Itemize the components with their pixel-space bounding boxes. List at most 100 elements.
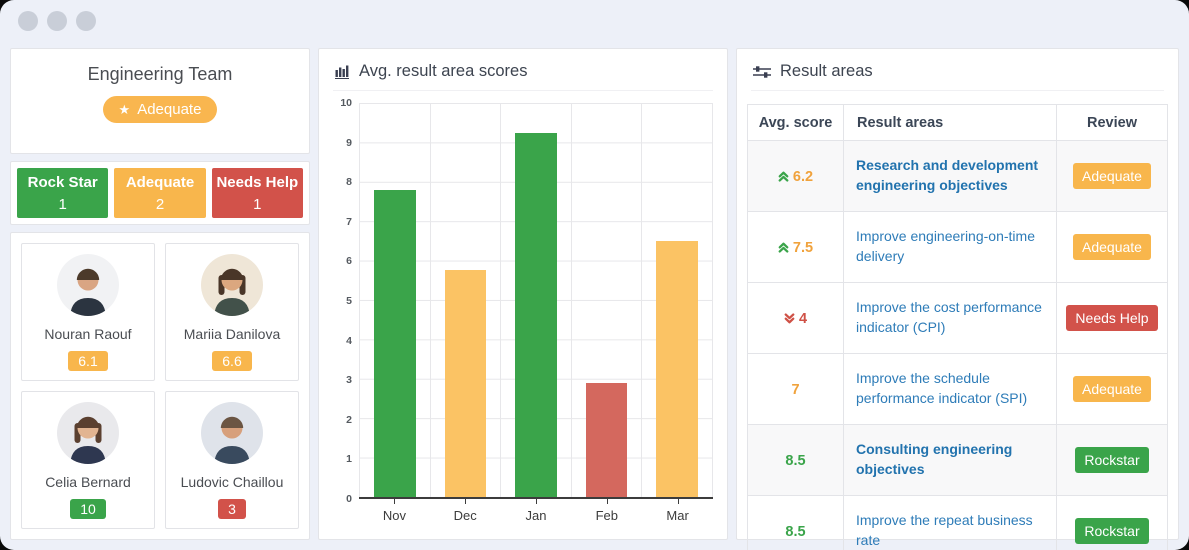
review-cell: Rockstar: [1056, 495, 1168, 550]
window-dot: [76, 11, 96, 31]
review-cell: Rockstar: [1056, 424, 1168, 496]
y-axis-tick: 6: [346, 255, 352, 268]
review-badge: Needs Help: [1066, 305, 1158, 331]
trend-up-icon: [778, 242, 789, 253]
avg-score-cell: 7.5: [747, 211, 844, 283]
avg-score-value: 7.5: [792, 239, 814, 256]
chart-title-text: Avg. result area scores: [359, 62, 528, 80]
result-area-cell: Research and development engineering obj…: [843, 140, 1057, 212]
result-area-link[interactable]: Improve the cost performance indicator (…: [856, 299, 1042, 335]
sliders-icon: [753, 65, 771, 78]
result-area-link[interactable]: Consulting engineering objectives: [856, 441, 1013, 477]
chart-bar-jan: [515, 132, 557, 497]
stat-label: Adequate: [125, 174, 195, 191]
y-axis-tick: 2: [346, 413, 352, 426]
window-dots: [18, 11, 96, 31]
avatar: [57, 402, 119, 464]
table-row: 8.5 Improve the repeat business rate Rocks…: [747, 495, 1168, 550]
chart-column-feb: [572, 103, 643, 497]
member-name: Celia Bernard: [45, 474, 131, 490]
chart-panel-title: Avg. result area scores: [333, 62, 713, 91]
y-axis-tick: 4: [346, 334, 352, 347]
member-score-badge: 6.1: [68, 351, 108, 371]
team-members: Nouran Raouf 6.1 Mariia Danilova 6.6 Celia…: [10, 232, 310, 540]
stat-box-adequate: Adequate 2: [114, 168, 206, 218]
avg-score-cell: 7: [747, 353, 844, 425]
chart-bar-nov: [373, 189, 416, 497]
team-title: Engineering Team: [87, 64, 233, 84]
y-axis-tick: 3: [346, 374, 352, 387]
chart-bar-feb: [585, 382, 628, 497]
result-area-link[interactable]: Improve the schedule performance indicat…: [856, 370, 1028, 406]
table-row: 8.5 Consulting engineering objectives Rock…: [747, 424, 1168, 496]
chart-column-mar: [642, 103, 713, 497]
team-header-card: Engineering Team ★ Adequate: [10, 48, 310, 154]
member-name: Nouran Raouf: [44, 326, 132, 342]
chart-column-dec: [431, 103, 502, 497]
stat-count: 1: [58, 195, 67, 213]
result-area-link[interactable]: Improve engineering-on-time delivery: [856, 228, 1035, 264]
y-axis-tick: 10: [340, 97, 352, 109]
avg-score-value: 4: [798, 310, 808, 327]
avg-score-cell: 6.2: [747, 140, 844, 212]
avg-score-cell: 4: [747, 282, 844, 354]
member-score-badge: 10: [70, 499, 106, 519]
results-panel-title: Result areas: [751, 62, 1164, 91]
avatar: [201, 254, 263, 316]
avg-score-value: 8.5: [785, 523, 806, 540]
member-card-celia-bernard[interactable]: Celia Bernard 10: [21, 391, 155, 529]
review-badge: Rockstar: [1075, 518, 1149, 544]
stat-box-rock-star: Rock Star 1: [17, 168, 109, 218]
y-axis-tick: 8: [346, 176, 352, 189]
result-area-link[interactable]: Research and development engineering obj…: [856, 157, 1039, 193]
result-area-cell: Improve the repeat business rate: [843, 495, 1057, 550]
review-cell: Adequate: [1056, 211, 1168, 283]
chart-column-jan: [501, 103, 572, 497]
table-row: 7.5 Improve engineering-on-time delivery A…: [747, 211, 1168, 283]
trend-up-icon: [778, 171, 789, 182]
y-axis-tick: 5: [346, 295, 352, 307]
review-badge: Adequate: [1073, 163, 1151, 189]
result-area-cell: Consulting engineering objectives: [843, 424, 1057, 496]
review-cell: Adequate: [1056, 140, 1168, 212]
result-area-link[interactable]: Improve the repeat business rate: [856, 512, 1033, 548]
window-dot: [47, 11, 67, 31]
bar-chart: 0 1 2 3 4 5 6 7 8 9 10: [333, 97, 713, 505]
dashboard-layout: Engineering Team ★ Adequate Rock Star 1 Ad…: [10, 48, 1179, 550]
chart-y-axis: 0 1 2 3 4 5 6 7 8 9 10: [333, 97, 359, 505]
table-row: 6.2 Research and development engineering …: [747, 140, 1168, 212]
member-card-mariia-danilova[interactable]: Mariia Danilova 6.6: [165, 243, 299, 381]
x-axis-label: Mar: [642, 499, 713, 531]
member-name: Mariia Danilova: [183, 326, 281, 342]
result-area-cell: Improve the cost performance indicator (…: [843, 282, 1057, 354]
chart-plot: [359, 103, 713, 499]
x-axis-label: Nov: [359, 499, 430, 531]
review-cell: Adequate: [1056, 353, 1168, 425]
team-rating-badge: ★ Adequate: [102, 96, 218, 123]
chart-panel: Avg. result area scores 0 1 2 3 4 5 6 7 8 9 10 Nov…: [318, 48, 728, 540]
member-card-nouran-raouf[interactable]: Nouran Raouf 6.1: [21, 243, 155, 381]
y-axis-tick: 9: [346, 136, 352, 149]
col-header-result-areas: Result areas: [843, 104, 1057, 141]
review-badge: Rockstar: [1075, 447, 1149, 473]
avg-score-value: 7: [791, 381, 800, 398]
star-icon: ★: [118, 102, 131, 117]
avg-score-cell: 8.5: [747, 495, 844, 550]
table-row: 4 Improve the cost performance indicator …: [747, 282, 1168, 354]
review-badge: Adequate: [1073, 234, 1151, 260]
member-card-ludovic-chaillou[interactable]: Ludovic Chaillou 3: [165, 391, 299, 529]
chart-bar-mar: [656, 240, 699, 497]
y-axis-tick: 0: [346, 493, 352, 505]
results-title-text: Result areas: [780, 62, 873, 80]
trend-down-icon: [784, 312, 795, 323]
avg-score-value: 6.2: [792, 168, 814, 185]
stat-box-needs-help: Needs Help 1: [211, 168, 303, 218]
y-axis-tick: 1: [346, 453, 352, 466]
result-area-cell: Improve engineering-on-time delivery: [843, 211, 1057, 283]
x-axis-label: Feb: [571, 499, 642, 531]
results-tbody: 6.2 Research and development engineering …: [747, 140, 1168, 550]
table-header-row: Avg. score Result areas Review: [747, 104, 1168, 141]
bar-chart-icon: [335, 65, 349, 79]
results-panel: Result areas Avg. score Result areas Rev…: [736, 48, 1179, 550]
